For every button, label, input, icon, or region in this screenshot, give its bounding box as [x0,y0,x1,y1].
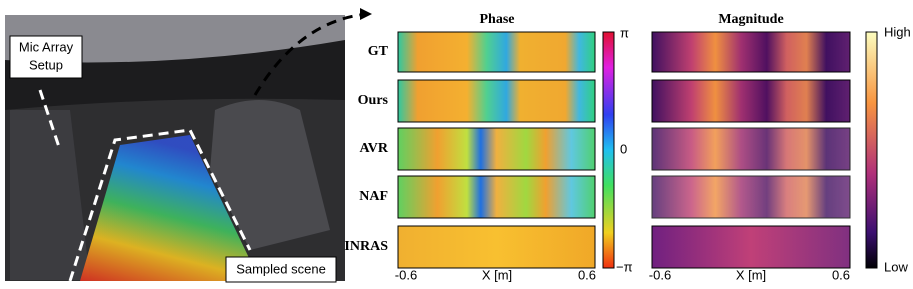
magnitude-maps [651,31,851,269]
panel-title: Phase [480,12,515,27]
row-label: NAF [359,189,388,204]
x-tick-label: 0.6 [832,267,850,282]
x-axis-label: X [m] [736,267,766,282]
x-tick-label: 0.6 [578,267,596,282]
callout: Setup [29,57,63,72]
scene-photo: Mic Array Setup Sampled scene [5,8,372,283]
colorbar [865,31,878,269]
row-label: Ours [358,93,389,108]
colorbar-label: π [620,25,629,40]
row-label: GT [368,44,389,59]
x-tick-label: -0.6 [649,267,671,282]
row-label: INRAS [344,239,388,254]
colorbar-label: High [884,24,911,39]
row-label: AVR [359,141,388,156]
panel-title: Magnitude [718,12,783,27]
callout: Mic Array [19,39,74,54]
x-axis-label: X [m] [482,267,512,282]
phase-maps [397,31,596,269]
callout: Sampled scene [236,261,326,276]
colorbar [602,31,615,269]
colorbar-label: Low [884,259,908,274]
x-tick-label: -0.6 [395,267,417,282]
colorbar-label: 0 [620,141,627,156]
colorbar-label: −π [616,259,633,274]
